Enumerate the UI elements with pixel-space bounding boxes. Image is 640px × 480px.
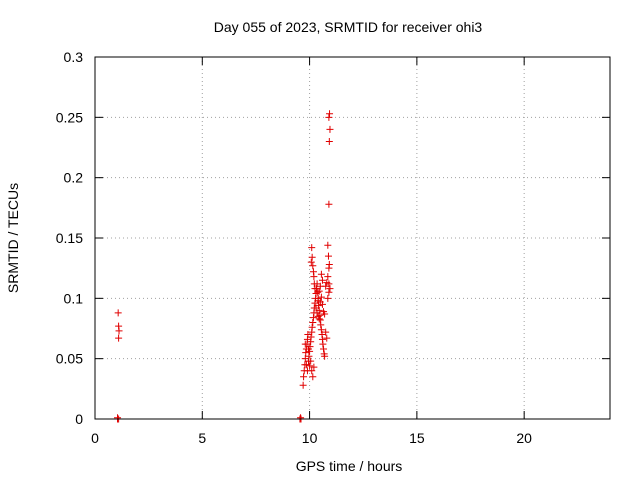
data-point: [322, 328, 330, 336]
data-point: [321, 352, 329, 360]
data-point: [319, 340, 327, 348]
data-point: [302, 349, 310, 357]
axis-ticks: 0 5 10 15 20 0 0.05 0.1 0.15 0.2 0.25 0.3: [56, 49, 610, 446]
data-point: [325, 113, 333, 121]
data-point: [302, 361, 310, 369]
data-point: [297, 414, 305, 422]
data-point: [312, 304, 320, 312]
data-point: [310, 273, 318, 281]
data-point: [115, 334, 123, 342]
x-tick-label: 0: [91, 430, 99, 446]
x-tick-label: 15: [409, 430, 425, 446]
data-points: [114, 110, 334, 423]
data-point: [325, 137, 333, 145]
data-point: [314, 288, 322, 296]
data-point: [326, 125, 334, 133]
data-point: [315, 315, 323, 323]
data-point: [309, 373, 317, 381]
data-point: [307, 258, 315, 266]
data-point: [324, 294, 332, 302]
x-tick-label: 10: [302, 430, 318, 446]
data-point: [114, 414, 122, 422]
data-point: [324, 273, 332, 281]
data-point: [308, 323, 316, 331]
data-point: [315, 287, 323, 295]
data-point: [301, 340, 309, 348]
data-point: [300, 373, 308, 381]
x-tick-label: 5: [198, 430, 206, 446]
data-point: [308, 253, 316, 261]
data-point: [324, 241, 332, 249]
data-point: [321, 310, 329, 318]
data-point: [310, 363, 318, 371]
data-point: [325, 288, 333, 296]
data-point: [299, 381, 307, 389]
data-point: [326, 285, 334, 293]
y-tick-label: 0.2: [64, 170, 84, 186]
data-point: [323, 334, 331, 342]
y-tick-label: 0.3: [64, 49, 84, 65]
data-point: [317, 293, 325, 301]
x-tick-label: 20: [516, 430, 532, 446]
data-point: [307, 333, 315, 341]
data-point: [308, 244, 316, 252]
plot-frame: [94, 56, 611, 420]
data-point: [317, 321, 325, 329]
data-point: [311, 285, 319, 293]
y-tick-label: 0.25: [56, 109, 83, 125]
data-point: [305, 352, 313, 360]
data-point: [317, 326, 325, 334]
y-tick-label: 0.1: [64, 290, 84, 306]
data-point: [309, 262, 317, 270]
data-point: [310, 280, 318, 288]
data-point: [309, 318, 317, 326]
data-point: [306, 362, 314, 370]
data-point: [325, 200, 333, 208]
data-point: [308, 367, 316, 375]
x-axis-label: GPS time / hours: [296, 458, 403, 474]
data-point: [314, 294, 322, 302]
data-point: [115, 327, 123, 335]
data-point: [317, 270, 325, 278]
data-point: [318, 276, 326, 284]
data-point: [325, 261, 333, 269]
grid: [95, 57, 610, 419]
data-point: [305, 345, 313, 353]
y-tick-label: 0: [75, 411, 83, 427]
data-point: [316, 282, 324, 290]
data-point: [326, 110, 334, 118]
data-point: [325, 280, 333, 288]
data-point: [313, 309, 321, 317]
data-point: [318, 300, 326, 308]
y-tick-label: 0.05: [56, 351, 83, 367]
y-tick-label: 0.15: [56, 230, 83, 246]
y-axis-label: SRMTID / TECUs: [5, 183, 21, 293]
data-point: [114, 309, 122, 317]
chart-title: Day 055 of 2023, SRMTID for receiver ohi…: [214, 19, 483, 35]
data-point: [324, 252, 332, 260]
data-point: [307, 357, 315, 365]
data-point: [320, 345, 328, 353]
